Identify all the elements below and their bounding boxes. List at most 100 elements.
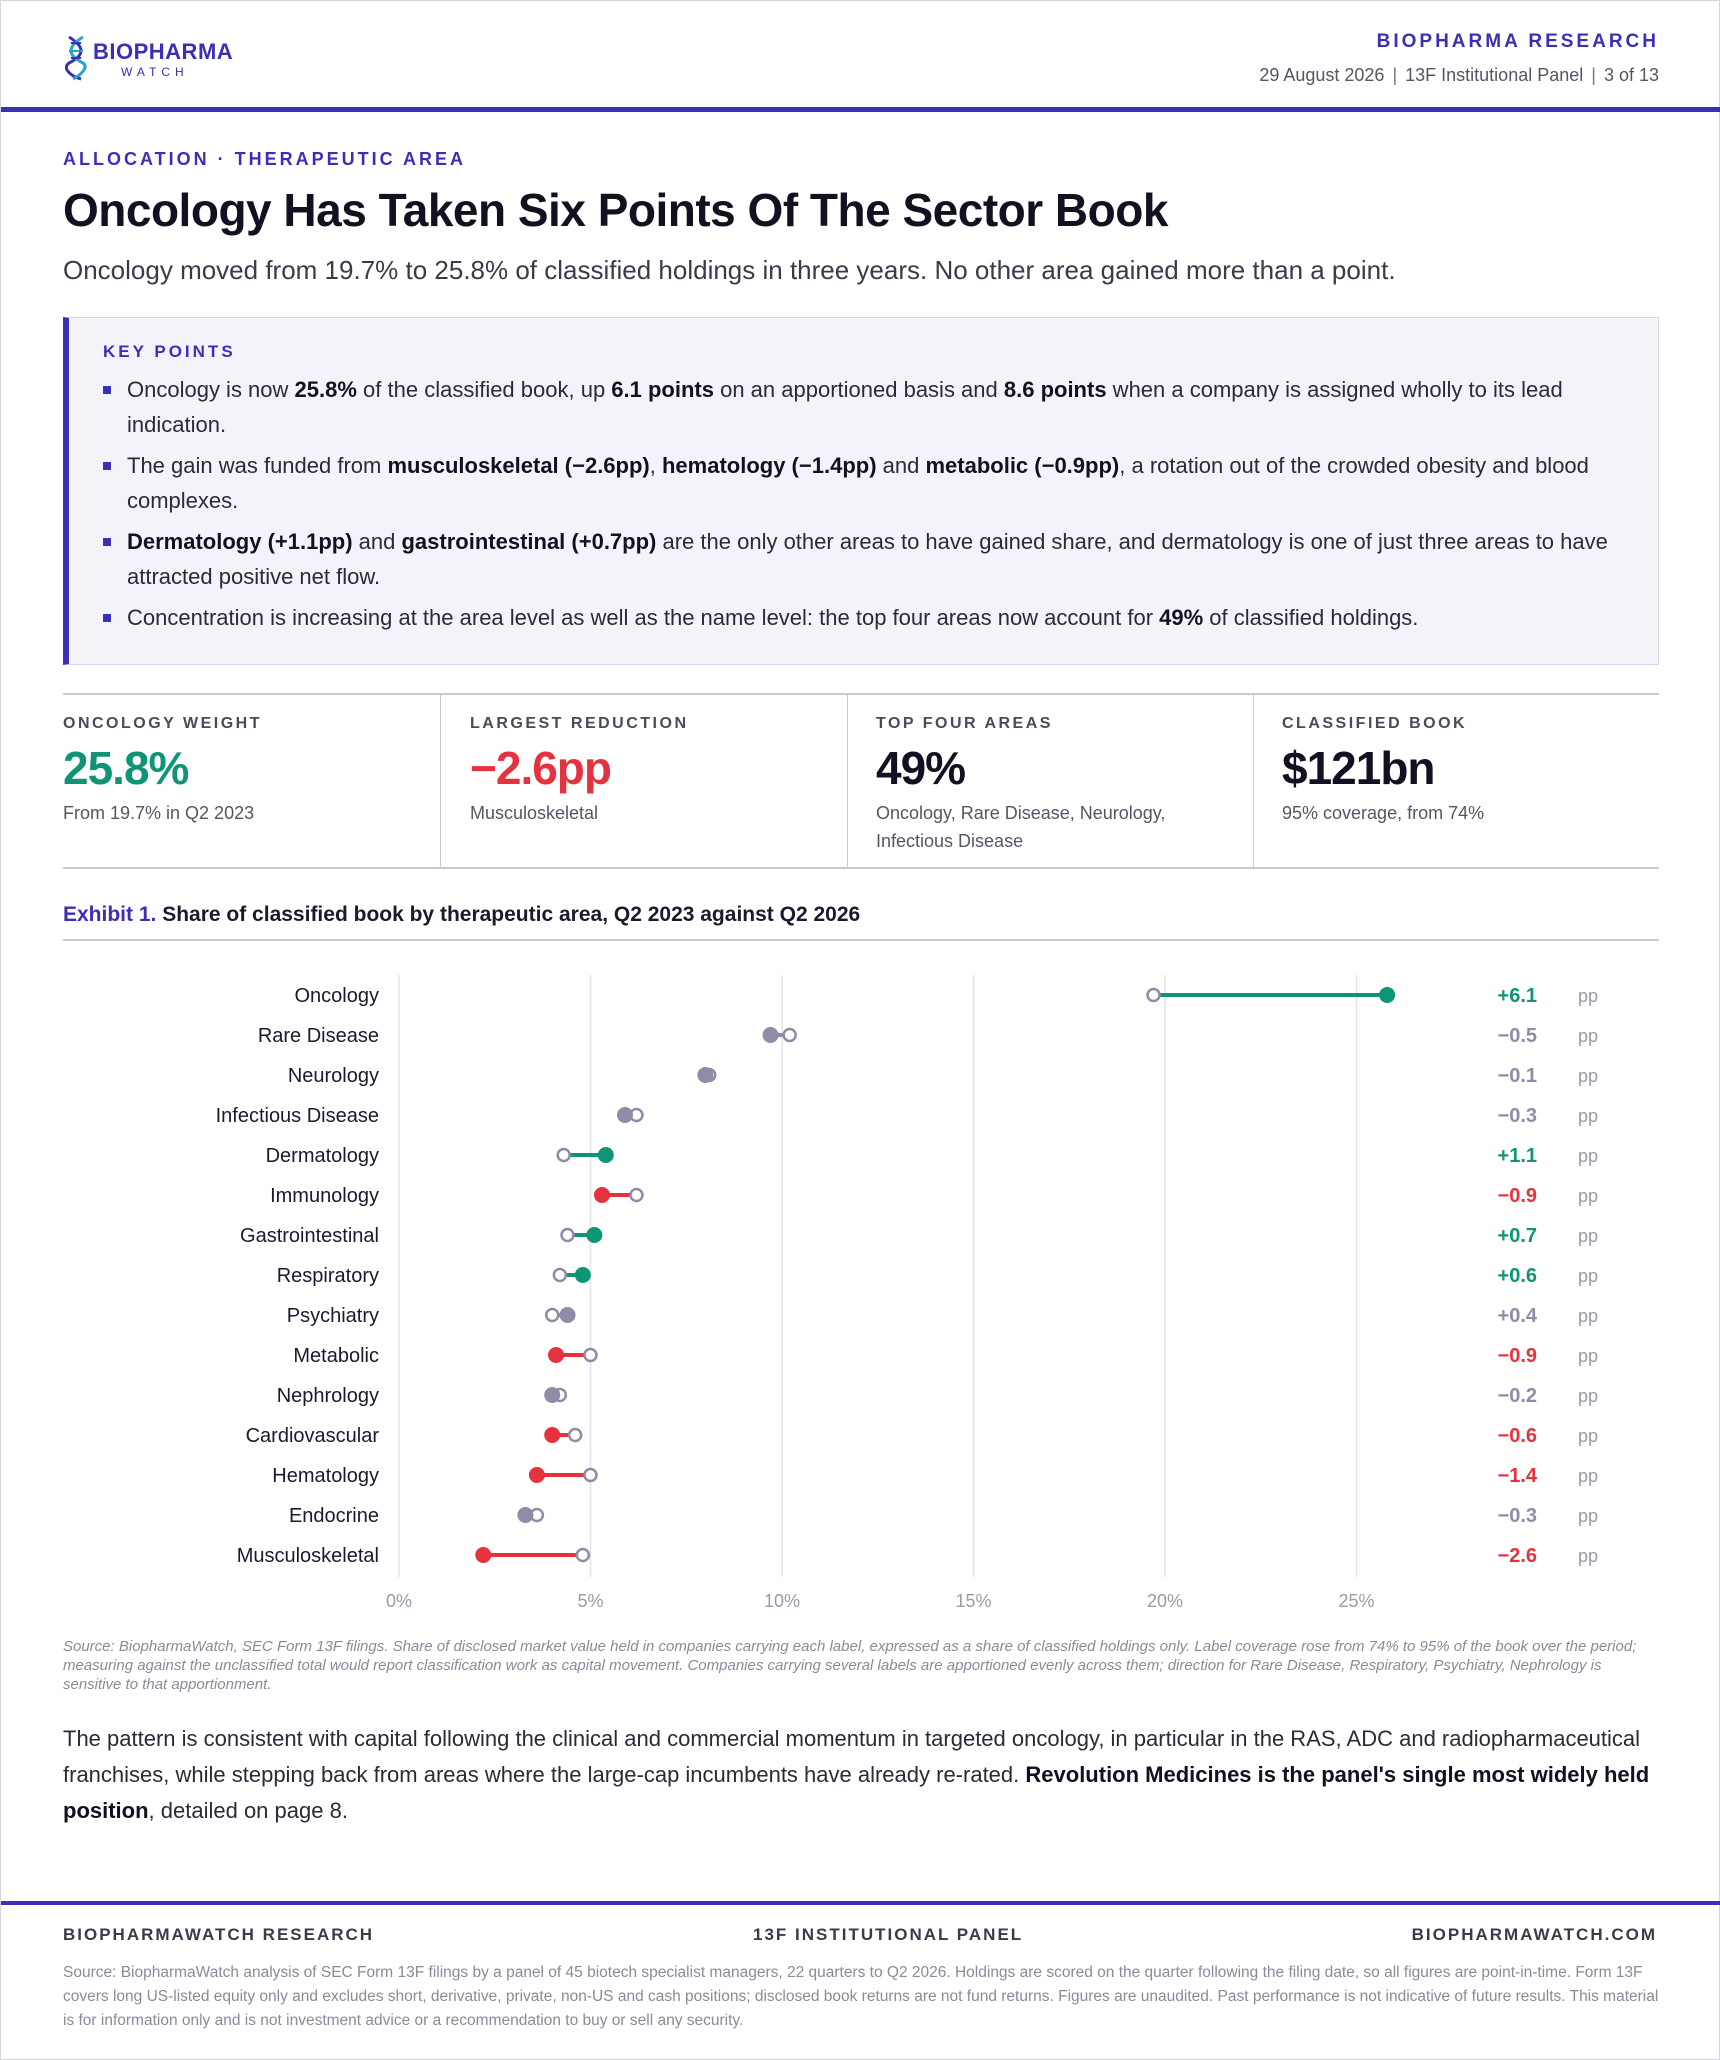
key-point-item: Dermatology (+1.1pp) and gastrointestina… <box>103 524 1633 594</box>
key-point-item: The gain was funded from musculoskeletal… <box>103 448 1633 518</box>
stat-label: LARGEST REDUCTION <box>470 715 689 732</box>
page-subtitle: Oncology moved from 19.7% to 25.8% of cl… <box>63 255 1396 285</box>
change-value-label: −0.5 <box>1498 1025 1537 1047</box>
body-tail: , detailed on page 8. <box>148 1798 348 1823</box>
exhibit-number: Exhibit 1. <box>63 903 157 926</box>
area-label: Nephrology <box>277 1385 379 1407</box>
key-point-emphasis: 25.8% <box>294 377 357 402</box>
q2-2023-point <box>629 1187 644 1203</box>
footer-panel: 13F INSTITUTIONAL PANEL <box>753 1925 1024 1944</box>
area-label: Oncology <box>295 985 380 1007</box>
key-point-emphasis: 6.1 points <box>611 377 714 402</box>
header-rule <box>1 107 1720 112</box>
stat-classified-book: CLASSIFIED BOOK $121bn 95% coverage, fro… <box>1282 695 1681 867</box>
key-point-text: of the classified book, up <box>356 377 612 402</box>
footer-rule <box>1 1901 1720 1905</box>
change-unit-label: pp <box>1578 1026 1598 1046</box>
stat-note: Oncology, Rare Disease, Neurology, Infec… <box>876 803 1166 851</box>
x-tick-label: 10% <box>764 1591 800 1611</box>
q2-2023-point <box>544 1307 560 1323</box>
change-value-label: +0.6 <box>1498 1265 1537 1287</box>
change-value-label: −0.2 <box>1498 1385 1537 1407</box>
dna-helix-icon <box>64 35 87 81</box>
x-tick-label: 5% <box>577 1591 603 1611</box>
area-label: Endocrine <box>289 1505 379 1527</box>
body-text: The pattern is consistent with capital f… <box>63 1726 1641 1787</box>
area-label: Hematology <box>272 1465 379 1487</box>
q2-2023-point <box>1146 987 1161 1003</box>
q2-2026-point <box>586 1227 603 1243</box>
key-point-text: on an apportioned basis and <box>713 377 1004 402</box>
key-point-text: Oncology is now <box>127 377 295 402</box>
key-point-emphasis: musculoskeletal (−2.6pp) <box>387 453 650 478</box>
stat-value: $121bn <box>1282 742 1436 794</box>
area-label: Neurology <box>288 1065 379 1087</box>
x-tick-label: 20% <box>1147 1591 1183 1611</box>
q2-2026-point <box>616 1107 633 1123</box>
key-point-emphasis: 49% <box>1159 605 1204 630</box>
q2-2023-point <box>567 1427 583 1443</box>
key-point-emphasis: gastrointestinal (+0.7pp) <box>401 529 657 554</box>
key-point-text: The gain was funded from <box>127 453 388 478</box>
change-value-label: +1.1 <box>1498 1145 1537 1167</box>
q2-2023-point <box>556 1147 571 1163</box>
footer-website-link[interactable]: BIOPHARMAWATCH.COM <box>1411 1925 1657 1944</box>
header-panel: 13F Institutional Panel <box>1405 65 1584 85</box>
change-unit-label: pp <box>1578 1266 1598 1286</box>
exhibit-rule <box>63 939 1659 941</box>
dumbbell-chart: 0% 5% 10% 15% 20% 25% Oncology +6.1 pp Rare Disea… <box>216 975 1598 1611</box>
area-label: Psychiatry <box>287 1305 379 1327</box>
q2-2026-point <box>475 1547 492 1563</box>
stat-oncology-weight: ONCOLOGY WEIGHT 25.8% From 19.7% in Q2 2… <box>63 695 462 867</box>
section-eyebrow: ALLOCATION · THERAPEUTIC AREA <box>63 149 466 169</box>
q2-2026-point <box>544 1427 561 1443</box>
stat-divider <box>847 695 848 867</box>
q2-2023-point <box>583 1347 598 1363</box>
q2-2026-point <box>762 1027 779 1043</box>
q2-2026-point <box>1379 987 1396 1003</box>
brand-logo[interactable]: BIOPHARMA WATCH <box>63 33 263 83</box>
brand-sub: WATCH <box>121 65 189 79</box>
footer-source-disclaimer: Source: BiopharmaWatch analysis of SEC F… <box>63 1964 1659 2029</box>
stat-note: From 19.7% in Q2 2023 <box>63 803 255 823</box>
change-unit-label: pp <box>1578 1466 1598 1486</box>
q2-2026-point <box>517 1507 534 1523</box>
stat-divider <box>1253 695 1254 867</box>
exhibit-caption: Exhibit 1. Share of classified book by t… <box>63 903 860 927</box>
change-unit-label: pp <box>1578 1066 1598 1086</box>
stat-value: 49% <box>876 742 966 794</box>
change-value-label: −0.3 <box>1498 1105 1537 1127</box>
key-point-item: Oncology is now 25.8% of the classified … <box>103 372 1633 442</box>
change-value-label: +0.4 <box>1498 1305 1538 1327</box>
change-value-label: −0.6 <box>1498 1425 1537 1447</box>
change-value-label: −2.6 <box>1498 1545 1537 1567</box>
x-tick-label: 25% <box>1338 1591 1374 1611</box>
key-points-box: KEY POINTS Oncology is now 25.8% of the … <box>63 317 1659 665</box>
change-unit-label: pp <box>1578 1426 1598 1446</box>
q2-2023-point <box>782 1027 797 1043</box>
q2-2026-point <box>559 1307 576 1323</box>
header-research-label: BIOPHARMA RESEARCH <box>1376 31 1659 52</box>
area-label: Infectious Disease <box>216 1105 379 1127</box>
area-label: Immunology <box>270 1185 379 1207</box>
page-title: Oncology Has Taken Six Points Of The Sec… <box>63 184 1168 236</box>
area-label: Dermatology <box>266 1145 379 1167</box>
key-point-text: are the only other areas to have gained … <box>127 529 1608 589</box>
change-value-label: +0.7 <box>1498 1225 1537 1247</box>
change-value-label: −0.9 <box>1498 1345 1537 1367</box>
area-label: Musculoskeletal <box>237 1545 379 1567</box>
area-label: Rare Disease <box>258 1025 379 1047</box>
stat-value: −2.6pp <box>470 742 612 794</box>
chart-source-note: Source: BiopharmaWatch, SEC Form 13F fil… <box>63 1638 1637 1693</box>
body-paragraph: The pattern is consistent with capital f… <box>63 1721 1663 1829</box>
stat-note: 95% coverage, from 74% <box>1282 803 1485 823</box>
area-label: Cardiovascular <box>246 1425 380 1447</box>
stat-largest-reduction: LARGEST REDUCTION −2.6pp Musculoskeletal <box>470 695 869 867</box>
change-unit-label: pp <box>1578 1506 1598 1526</box>
key-point-emphasis: 8.6 points <box>1003 377 1107 402</box>
change-value-label: −0.1 <box>1498 1065 1537 1087</box>
change-unit-label: pp <box>1578 1186 1598 1206</box>
key-point-text: Concentration is increasing at the area … <box>127 605 1160 630</box>
body-emphasis: Revolution Medicines is the panel's sing… <box>63 1762 1650 1823</box>
